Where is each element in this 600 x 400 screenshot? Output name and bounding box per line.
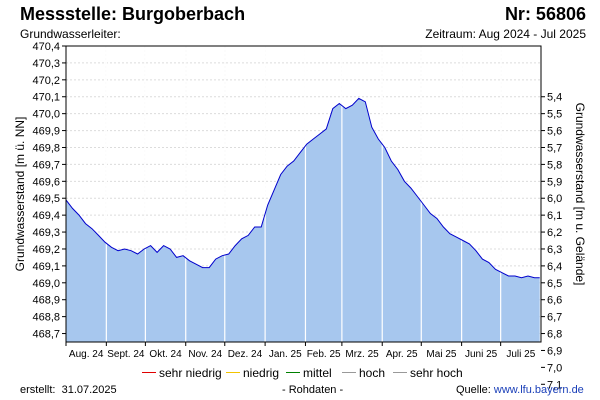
y-tick-label-right: 5,8: [547, 159, 562, 171]
legend-item-low: niedrig: [226, 366, 279, 380]
x-tick-label: Mai 25: [426, 349, 456, 360]
legend-label-very-low: sehr niedrig: [159, 366, 222, 380]
y-tick-label-left: 469,4: [32, 210, 60, 222]
x-tick-label: Jan. 25: [269, 349, 302, 360]
legend-swatch-medium: [286, 372, 300, 374]
x-tick-label: Feb. 25: [307, 349, 341, 360]
y-tick-label-right: 6,2: [547, 227, 562, 239]
y-tick-label-left: 469,0: [32, 278, 60, 290]
y-tick-label-right: 5,4: [547, 92, 562, 104]
water-level-line: [65, 97, 540, 279]
y-tick-label-right: 7,1: [547, 379, 562, 391]
y-tick-label-left: 469,3: [32, 227, 60, 239]
y-tick-label-left: 468,7: [32, 329, 60, 341]
y-tick-label-right: 6,6: [547, 295, 562, 307]
y-tick-label-left: 468,9: [32, 295, 60, 307]
y-tick-label-left: 469,5: [32, 193, 60, 205]
x-tick-label: Juni 25: [465, 349, 498, 360]
water-level-area: [66, 98, 540, 343]
legend-swatch-very-high: [393, 372, 407, 374]
y-tick-label-right: 6,5: [547, 278, 562, 290]
month-divider-lines: [105, 46, 502, 342]
y-tick-label-right: 6,3: [547, 244, 562, 256]
raw-data-note: - Rohdaten -: [282, 384, 344, 396]
legend-label-very-high: sehr hoch: [410, 366, 463, 380]
y-axis-left-label: Grundwasserstand [m ü. NN]: [13, 117, 27, 272]
source-info: Quelle: www.lfu.bayern.de: [456, 384, 584, 396]
x-tick-label: Nov. 24: [188, 349, 222, 360]
y-tick-label-right: 6,4: [547, 261, 562, 273]
source-link[interactable]: www.lfu.bayern.de: [493, 384, 584, 396]
y-axis-right-label: Grundwasserstand [m u. Gelände]: [573, 103, 587, 286]
x-tick-label: Aug. 24: [69, 349, 104, 360]
legend-item-very-low: sehr niedrig: [142, 366, 222, 380]
y-tick-label-right: 5,9: [547, 176, 562, 188]
aquifer-label: Grundwasserleiter:: [20, 27, 121, 41]
station-number: Nr: 56806: [504, 4, 586, 24]
y-tick-label-left: 470,2: [32, 75, 60, 87]
station-title: Messstelle: Burgoberbach: [20, 4, 246, 24]
y-tick-label-left: 469,1: [32, 261, 60, 273]
x-tick-label: Okt. 24: [149, 349, 182, 360]
created-info: erstellt: 31.07.2025: [20, 384, 117, 396]
x-tick-label: Mrz. 25: [345, 349, 379, 360]
source-label: Quelle:: [456, 384, 491, 396]
y-axis-left-ticks: 468,7 468,8 468,9 469,0 469,1 469,2 469,3 469,4…: [32, 41, 66, 341]
y-tick-label-left: 470,3: [32, 58, 60, 70]
period-label: Zeitraum: Aug 2024 - Jul 2025: [425, 27, 586, 41]
x-tick-label: Sept. 24: [107, 349, 145, 360]
created-date: 31.07.2025: [61, 384, 117, 396]
created-label: erstellt:: [20, 384, 56, 396]
y-tick-label-left: 468,8: [32, 312, 60, 324]
legend-swatch-high: [342, 372, 356, 374]
legend-item-high: hoch: [342, 366, 385, 380]
y-tick-label-left: 469,9: [32, 126, 60, 138]
legend-item-medium: mittel: [286, 366, 332, 380]
legend-swatch-low: [226, 372, 240, 374]
legend-swatch-very-low: [142, 372, 156, 374]
legend-item-very-high: sehr hoch: [393, 366, 463, 380]
x-axis-ticks: Aug. 24 Sept. 24 Okt. 24 Nov. 24 Dez. 24 Jan.…: [65, 342, 536, 360]
y-tick-label-right: 6,1: [547, 210, 562, 222]
x-tick-label: Juli 25: [506, 349, 535, 360]
y-tick-label-left: 469,6: [32, 176, 60, 188]
legend: sehr niedrig niedrig mittel hoch sehr ho…: [0, 366, 600, 380]
legend-label-high: hoch: [359, 366, 386, 380]
y-tick-label-right: 6,9: [547, 345, 562, 357]
y-tick-label-right: 6,0: [547, 193, 562, 205]
y-axis-right-ticks: 5,4 5,5 5,6 5,7 5,8 5,9 6,0 6,1 6,2 6,3 6,4 6,5 6,6 6…: [541, 92, 562, 391]
plot-frame: [65, 45, 542, 343]
y-tick-label-right: 5,5: [547, 109, 562, 121]
legend-label-medium: mittel: [303, 366, 332, 380]
y-tick-label-left: 469,7: [32, 159, 60, 171]
legend-label-low: niedrig: [243, 366, 280, 380]
y-tick-label-right: 6,7: [547, 312, 562, 324]
y-tick-label-right: 5,7: [547, 142, 562, 154]
x-tick-label: Dez. 24: [228, 349, 263, 360]
y-tick-label-left: 469,8: [32, 142, 60, 154]
y-tick-label-right: 6,8: [547, 329, 562, 341]
x-tick-label: Apr. 25: [386, 349, 418, 360]
y-tick-label-right: 5,6: [547, 126, 562, 138]
y-tick-label-left: 470,0: [32, 109, 60, 121]
y-tick-label-right: 7,0: [547, 362, 562, 374]
y-tick-label-left: 470,1: [32, 92, 60, 104]
y-tick-label-left: 470,4: [32, 41, 60, 53]
y-tick-label-left: 469,2: [32, 244, 60, 256]
